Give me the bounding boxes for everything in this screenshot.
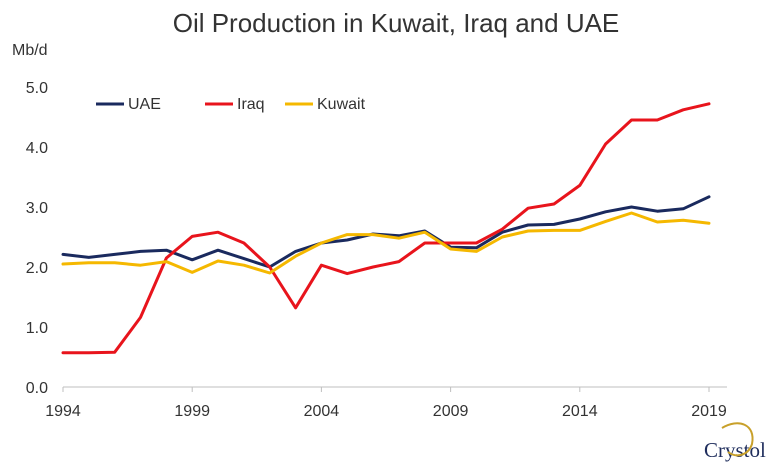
x-tick-label: 1994: [45, 403, 81, 420]
legend: UAE Iraq Kuwait: [96, 96, 366, 113]
x-tick-label: 2009: [433, 403, 469, 420]
crystol-logo-text: Crystol: [704, 438, 766, 462]
legend-label-iraq: Iraq: [237, 96, 265, 113]
series-line-iraq: [61, 102, 711, 355]
series-lines: [61, 102, 711, 355]
x-tick-label: 2004: [304, 403, 340, 420]
logo-swoosh-icon: [721, 422, 754, 457]
y-tick-label: 2.0: [26, 260, 48, 277]
y-tick-label: 1.0: [26, 320, 48, 337]
x-tick-label: 1999: [174, 403, 210, 420]
y-tick-label: 4.0: [26, 140, 48, 157]
legend-label-uae: UAE: [128, 96, 161, 113]
y-axis-unit-label: Mb/d: [12, 42, 48, 59]
crystol-logo: Crystol: [704, 422, 766, 462]
chart-title: Oil Production in Kuwait, Iraq and UAE: [173, 8, 620, 38]
y-tick-label: 3.0: [26, 200, 48, 217]
x-tick-label: 2019: [691, 403, 727, 420]
legend-label-kuwait: Kuwait: [317, 96, 366, 113]
x-axis-ticks: 1994 1999 2004 2009 2014 2019: [45, 387, 727, 420]
x-tick-label: 2014: [562, 403, 598, 420]
y-tick-label: 5.0: [26, 80, 48, 97]
series-line-kuwait: [61, 211, 711, 275]
series-line-uae: [61, 195, 711, 269]
y-tick-label: 0.0: [26, 380, 48, 397]
y-axis-ticks: 0.0 1.0 2.0 3.0 4.0 5.0: [26, 80, 48, 397]
